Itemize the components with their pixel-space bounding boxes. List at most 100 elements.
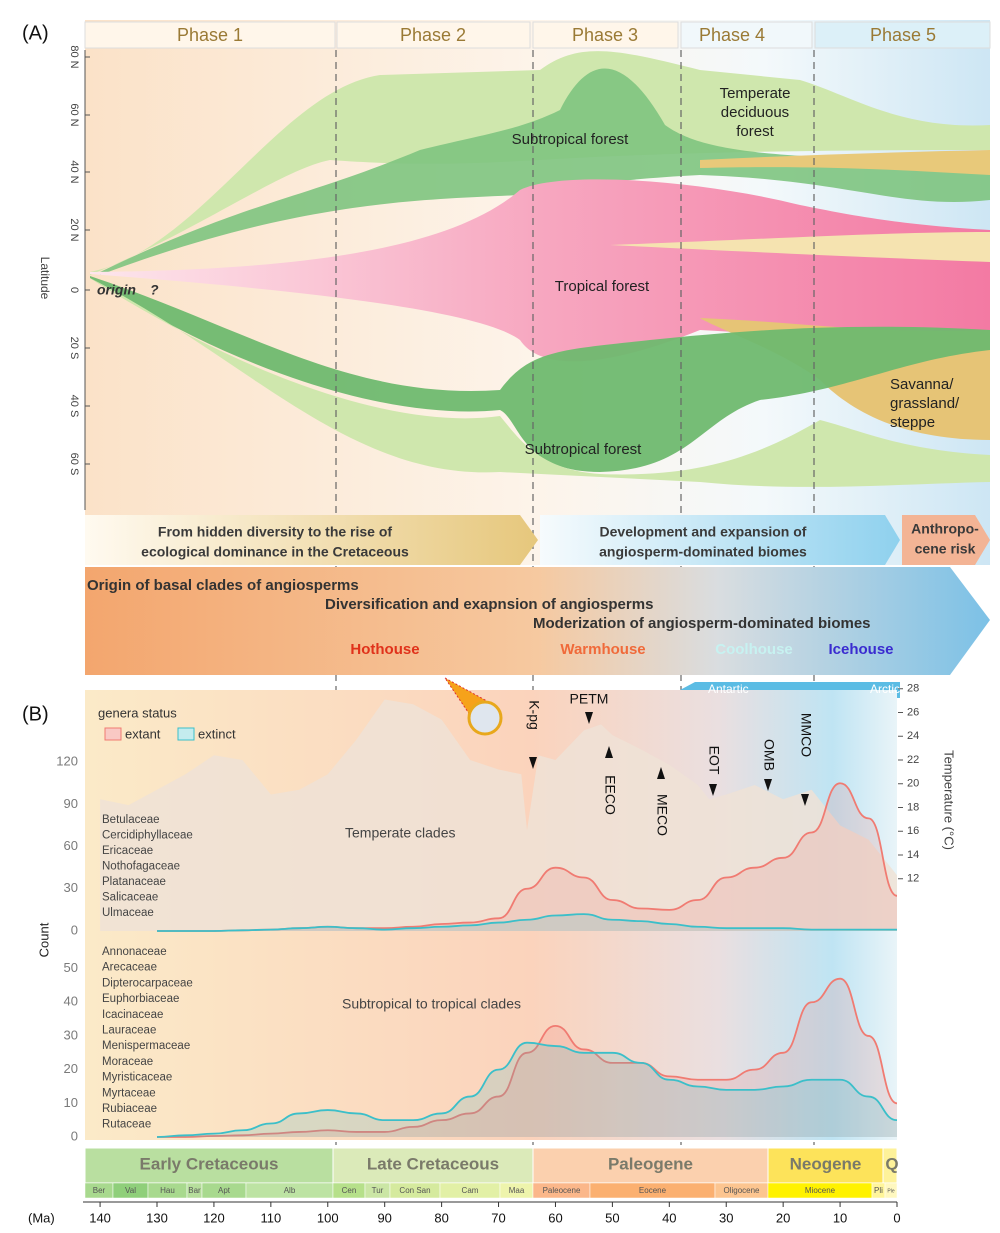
y-tick-label: 10 [64, 1095, 78, 1110]
x-tick-label: 110 [260, 1210, 281, 1225]
label: Miocene [805, 1186, 836, 1195]
label: 20 N [68, 218, 80, 241]
period-box [767, 1147, 884, 1184]
biome-shapes [90, 51, 990, 487]
x-tick-label: 80 [434, 1210, 448, 1225]
label: Platanaceae [102, 876, 166, 888]
label: Myrtaceae [102, 1087, 156, 1099]
label: Arecaceae [102, 962, 157, 974]
label: Tur [372, 1186, 384, 1195]
label: Moderization of angiosperm-dominated bio… [533, 615, 871, 632]
y-tick-label: 40 [64, 994, 78, 1009]
label: Phase 4 [699, 25, 765, 45]
stage-box [884, 1182, 898, 1199]
label: Rubiaceae [102, 1103, 157, 1115]
label: angiosperm-dominated biomes [599, 544, 807, 560]
label: OMB [761, 739, 777, 771]
banner-arrow [540, 515, 900, 565]
label: Betulaceae [102, 814, 160, 826]
tropical-forest [90, 179, 990, 362]
label: EECO [602, 775, 618, 815]
label: Icehouse [828, 641, 893, 658]
label: Myristicaceae [102, 1072, 172, 1084]
subtropical-forest-south [90, 276, 990, 472]
x-tick-label: 50 [605, 1210, 619, 1225]
y-tick-label: 30 [64, 880, 78, 895]
count-area [157, 914, 897, 931]
label: Development and expansion of [600, 524, 807, 540]
banner-arrow [85, 515, 538, 565]
label: Paleogene [608, 1154, 693, 1173]
period-box [332, 1147, 534, 1184]
label: Savanna/ [890, 376, 954, 393]
count-line [157, 913, 897, 932]
label: deciduous [721, 104, 789, 121]
y-axis-label: Count [36, 922, 51, 957]
label: (B) [22, 703, 49, 725]
x-axis-label: (Ma) [28, 1210, 55, 1225]
label: Origin of basal clades of angiosperms [87, 577, 359, 594]
label: Antartic [708, 682, 749, 696]
label: Ber [93, 1186, 106, 1195]
label: Anthropo- [911, 521, 979, 537]
label: Ple [887, 1188, 894, 1194]
label: Ericaceae [102, 845, 153, 857]
label: ? [150, 282, 159, 298]
period-box [84, 1147, 334, 1184]
trend-arrow [85, 567, 990, 675]
x-tick-label: 130 [146, 1210, 168, 1225]
x-tick-label: 30 [719, 1210, 733, 1225]
event-arrow [709, 784, 717, 796]
label: Temperate [720, 85, 791, 102]
phase-box [84, 21, 336, 49]
x-tick-label: 100 [317, 1210, 339, 1225]
label: Paleocene [543, 1186, 581, 1195]
legend-swatch [104, 727, 122, 741]
meteor-icon [444, 677, 503, 736]
count-line [156, 1041, 898, 1138]
label: Moraceae [102, 1056, 153, 1068]
event-arrow [605, 746, 613, 758]
label: Latitude [38, 257, 52, 300]
plot-area: 12 14 16 18 20 22 24 26 28 Temperature (°C) 0 30 60 9… [28, 683, 957, 1226]
x-tick-label: 20 [776, 1210, 790, 1225]
label: Annonaceae [102, 946, 167, 958]
label: Ulmaceae [102, 907, 154, 919]
label: steppe [890, 414, 935, 431]
y-tick-label: 0 [71, 922, 78, 937]
label: 20 S [68, 337, 80, 360]
x-tick-label: 90 [377, 1210, 391, 1225]
label: forest [736, 123, 774, 140]
label: Diversification and exapnsion of angiosp… [325, 596, 653, 613]
y-tick-label: 28 [907, 683, 919, 695]
label: Con San [399, 1186, 430, 1195]
count-area [157, 783, 897, 931]
y-tick-label: 90 [64, 796, 78, 811]
label: Hothouse [350, 641, 419, 658]
label: 40 S [68, 395, 80, 418]
label: Pli [874, 1186, 883, 1195]
phase-headers [84, 21, 991, 49]
label: 60 S [68, 453, 80, 476]
label: 0 [68, 287, 80, 293]
count-area [157, 978, 897, 1137]
label: Early Cretaceous [140, 1154, 279, 1173]
event-arrow [585, 712, 593, 724]
label: Apt [218, 1186, 231, 1195]
x-tick-label: 140 [89, 1210, 111, 1225]
y-axis-label: Temperature (°C) [942, 750, 957, 850]
label: genera status [98, 705, 177, 720]
y-tick-label: 18 [907, 801, 919, 813]
y-tick-label: 22 [907, 754, 919, 766]
y-tick-label: 120 [56, 754, 78, 769]
phase-box [336, 21, 531, 49]
label: 40 N [68, 160, 80, 183]
x-tick-label: 0 [893, 1210, 900, 1225]
x-tick-label: 70 [491, 1210, 505, 1225]
label: Neogene [790, 1154, 862, 1173]
x-tick-label: 40 [662, 1210, 676, 1225]
label: Phase 5 [870, 25, 936, 45]
label: Alb [284, 1186, 296, 1195]
label: Cercidiphyllaceae [102, 830, 193, 842]
